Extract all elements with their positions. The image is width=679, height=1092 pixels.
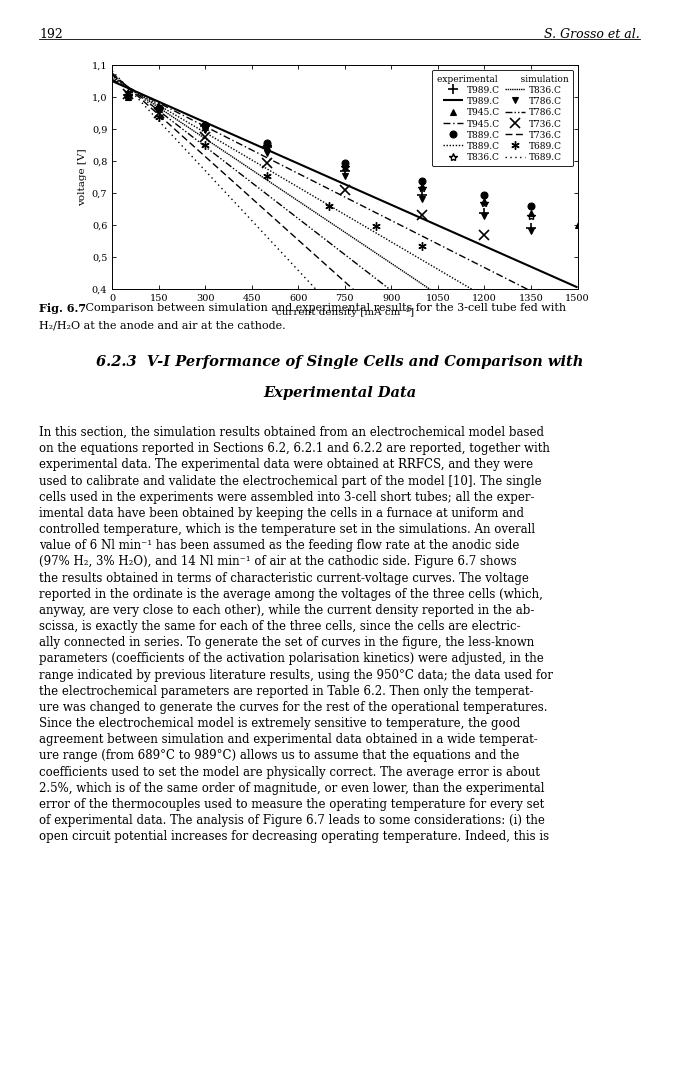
- Text: scissa, is exactly the same for each of the three cells, since the cells are ele: scissa, is exactly the same for each of …: [39, 620, 521, 632]
- Text: 2.5%, which is of the same order of magnitude, or even lower, than the experimen: 2.5%, which is of the same order of magn…: [39, 782, 545, 794]
- Text: parameters (coefficients of the activation polarisation kinetics) were adjusted,: parameters (coefficients of the activati…: [39, 652, 544, 665]
- Text: the electrochemical parameters are reported in Table 6.2. Then only the temperat: the electrochemical parameters are repor…: [39, 685, 534, 698]
- Text: ally connected in series. To generate the set of curves in the figure, the less-: ally connected in series. To generate th…: [39, 636, 534, 649]
- Y-axis label: voltage [V]: voltage [V]: [78, 149, 88, 206]
- Text: the results obtained in terms of characteristic current-voltage curves. The volt: the results obtained in terms of charact…: [39, 571, 529, 584]
- Text: anyway, are very close to each other), while the current density reported in the: anyway, are very close to each other), w…: [39, 604, 534, 617]
- Text: ure range (from 689°C to 989°C) allows us to assume that the equations and the: ure range (from 689°C to 989°C) allows u…: [39, 749, 519, 762]
- Text: on the equations reported in Sections 6.2, 6.2.1 and 6.2.2 are reported, togethe: on the equations reported in Sections 6.…: [39, 442, 550, 455]
- Text: Fig. 6.7: Fig. 6.7: [39, 302, 86, 313]
- Text: range indicated by previous literature results, using the 950°C data; the data u: range indicated by previous literature r…: [39, 668, 553, 681]
- Legend: T989.C, T989.C, T945.C, T945.C, T889.C, T889.C, T836.C, T836.C, T786.C, T786.C, : T989.C, T989.C, T945.C, T945.C, T889.C, …: [432, 70, 572, 167]
- Text: H₂/H₂O at the anode and air at the cathode.: H₂/H₂O at the anode and air at the catho…: [39, 320, 286, 330]
- Text: (97% H₂, 3% H₂O), and 14 Nl min⁻¹ of air at the cathodic side. Figure 6.7 shows: (97% H₂, 3% H₂O), and 14 Nl min⁻¹ of air…: [39, 555, 517, 568]
- Text: imental data have been obtained by keeping the cells in a furnace at uniform and: imental data have been obtained by keepi…: [39, 507, 524, 520]
- Text: agreement between simulation and experimental data obtained in a wide temperat-: agreement between simulation and experim…: [39, 733, 538, 746]
- Text: ure was changed to generate the curves for the rest of the operational temperatu: ure was changed to generate the curves f…: [39, 701, 547, 713]
- Text: Comparison between simulation and experimental results for the 3-cell tube fed w: Comparison between simulation and experi…: [81, 302, 565, 312]
- Text: In this section, the simulation results obtained from an electrochemical model b: In this section, the simulation results …: [39, 426, 544, 439]
- X-axis label: current density [mA cm⁻²]: current density [mA cm⁻²]: [276, 308, 414, 317]
- Text: 6.2.3  V-I Performance of Single Cells and Comparison with: 6.2.3 V-I Performance of Single Cells an…: [96, 355, 583, 369]
- Text: open circuit potential increases for decreasing operating temperature. Indeed, t: open circuit potential increases for dec…: [39, 830, 549, 843]
- Text: S. Grosso et al.: S. Grosso et al.: [544, 28, 640, 41]
- Text: controlled temperature, which is the temperature set in the simulations. An over: controlled temperature, which is the tem…: [39, 523, 535, 536]
- Text: of experimental data. The analysis of Figure 6.7 leads to some considerations: (: of experimental data. The analysis of Fi…: [39, 814, 545, 827]
- Text: used to calibrate and validate the electrochemical part of the model [10]. The s: used to calibrate and validate the elect…: [39, 474, 542, 487]
- Text: Experimental Data: Experimental Data: [263, 385, 416, 400]
- Text: value of 6 Nl min⁻¹ has been assumed as the feeding flow rate at the anodic side: value of 6 Nl min⁻¹ has been assumed as …: [39, 539, 519, 551]
- Text: experimental data. The experimental data were obtained at RRFCS, and they were: experimental data. The experimental data…: [39, 459, 533, 471]
- Text: 192: 192: [39, 28, 63, 41]
- Text: Since the electrochemical model is extremely sensitive to temperature, the good: Since the electrochemical model is extre…: [39, 716, 520, 729]
- Text: coefficients used to set the model are physically correct. The average error is : coefficients used to set the model are p…: [39, 765, 540, 779]
- Text: cells used in the experiments were assembled into 3-cell short tubes; all the ex: cells used in the experiments were assem…: [39, 490, 534, 503]
- Text: error of the thermocouples used to measure the operating temperature for every s: error of the thermocouples used to measu…: [39, 797, 545, 810]
- Text: reported in the ordinate is the average among the voltages of the three cells (w: reported in the ordinate is the average …: [39, 587, 543, 601]
